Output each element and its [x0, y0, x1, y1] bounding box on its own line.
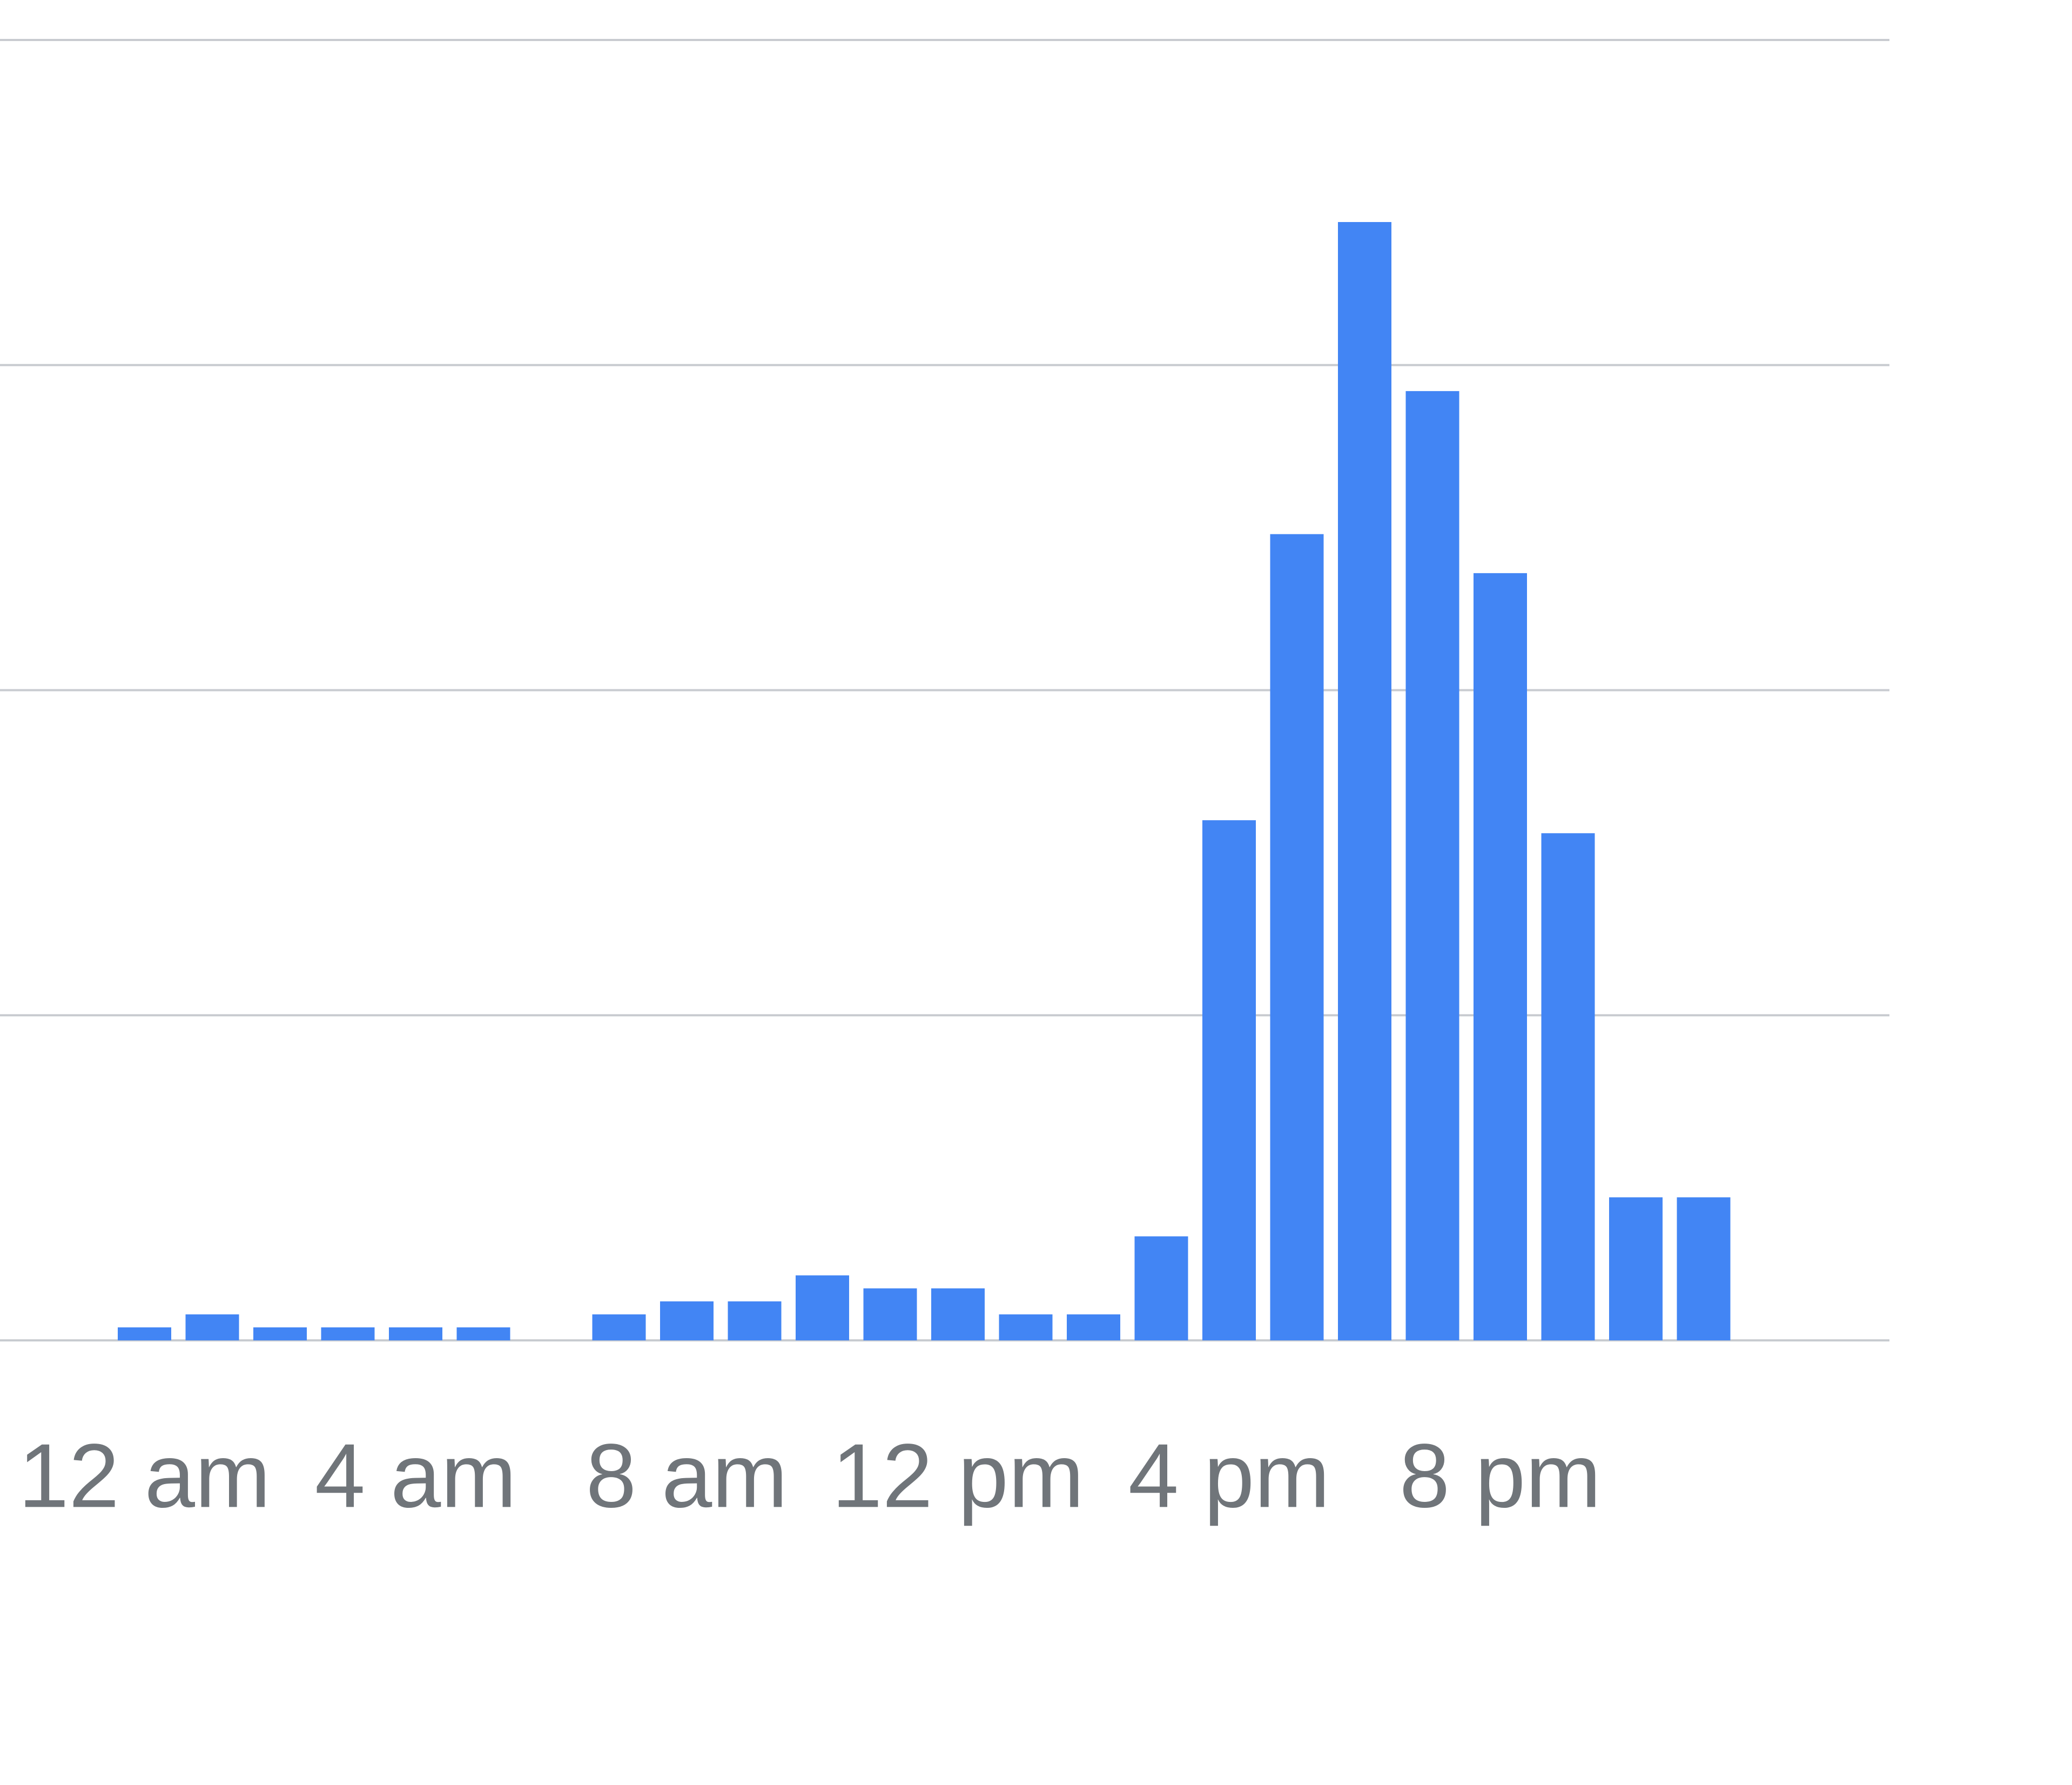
bar	[118, 1327, 171, 1340]
bar	[1202, 820, 1256, 1340]
bar	[1541, 833, 1595, 1340]
bar	[1609, 1197, 1663, 1340]
bar	[253, 1327, 307, 1340]
bar	[796, 1275, 849, 1340]
bar	[728, 1301, 782, 1340]
bar	[1677, 1197, 1731, 1340]
bar	[1067, 1314, 1120, 1340]
bar	[185, 1314, 239, 1340]
x-tick-label: 4 am	[315, 1425, 517, 1526]
bar	[1474, 573, 1527, 1340]
x-tick-label: 12 pm	[832, 1425, 1084, 1526]
bar	[1405, 391, 1459, 1340]
bar	[321, 1327, 375, 1340]
bar	[1270, 534, 1324, 1341]
bar	[931, 1288, 985, 1340]
x-tick-label: 4 pm	[1128, 1425, 1330, 1526]
bar	[1134, 1236, 1188, 1340]
bar	[863, 1288, 917, 1340]
x-tick-label: 8 pm	[1400, 1425, 1602, 1526]
bar	[389, 1327, 442, 1340]
bar	[1338, 222, 1391, 1341]
bar	[592, 1314, 646, 1340]
bar	[660, 1301, 714, 1340]
bar	[999, 1314, 1053, 1340]
x-tick-label: 12 am	[18, 1425, 271, 1526]
x-tick-label: 8 am	[586, 1425, 788, 1526]
bar	[456, 1327, 510, 1340]
